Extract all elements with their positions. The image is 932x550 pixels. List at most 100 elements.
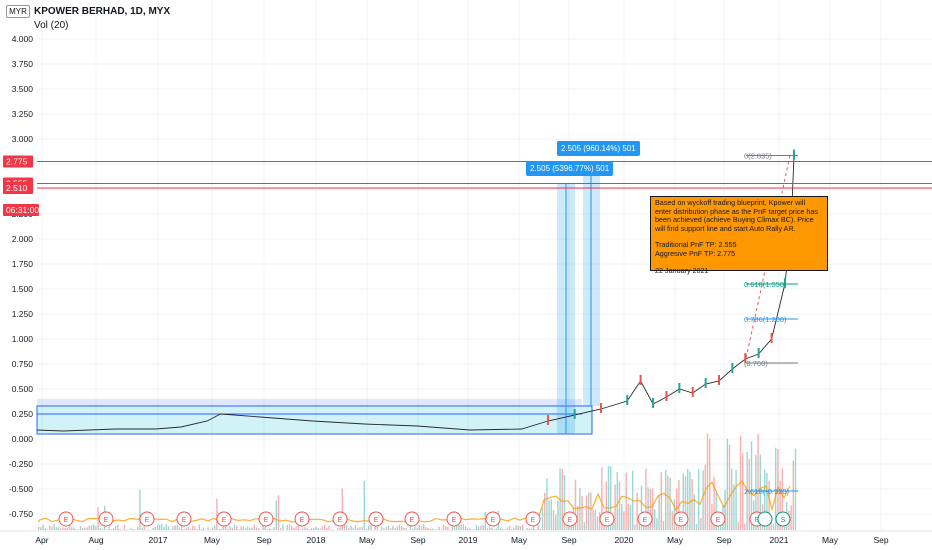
volume-bar — [236, 525, 238, 530]
x-tick-label: May — [359, 535, 376, 545]
volume-bar — [667, 475, 669, 530]
volume-bar — [110, 529, 112, 530]
volume-bar — [766, 472, 768, 530]
volume-bar — [165, 524, 167, 530]
price-badge-label: 2.510 — [6, 183, 28, 193]
earnings-marker-label: E — [338, 517, 343, 524]
volume-bar — [581, 495, 583, 530]
volume-bar — [273, 527, 275, 530]
volume-bar — [163, 527, 165, 530]
volume-bar — [511, 528, 513, 530]
volume-bar — [656, 518, 658, 530]
volume-bar — [420, 526, 423, 530]
volume-bar — [112, 528, 115, 530]
volume-bar — [159, 524, 161, 530]
volume-bar — [249, 527, 251, 530]
volume-bar — [343, 525, 346, 530]
volume-bar — [132, 529, 134, 530]
candle — [783, 278, 786, 288]
volume-bar — [726, 438, 728, 530]
volume-bar — [82, 528, 84, 530]
volume-bar — [266, 529, 269, 530]
volume-bar — [101, 528, 104, 530]
volume-bar — [315, 526, 317, 530]
currency-badge[interactable]: MYR — [6, 5, 30, 18]
price-line — [36, 155, 795, 432]
volume-bar — [143, 526, 145, 530]
dividend-marker — [757, 511, 773, 527]
volume-bar — [137, 527, 139, 530]
volume-bar — [119, 528, 121, 530]
earnings-marker-label: E — [755, 517, 760, 524]
x-tick-label: 2021 — [770, 535, 789, 545]
volume-bar — [649, 488, 651, 530]
x-tick-label: May — [822, 535, 839, 545]
volume-bar — [130, 528, 132, 530]
volume-bar — [220, 528, 222, 530]
x-tick-label: Apr — [35, 535, 48, 545]
fib-level-label: (0.760) — [744, 359, 768, 368]
y-tick-label: 0.250 — [12, 409, 34, 419]
volume-bar — [691, 478, 693, 530]
x-tick-label: May — [204, 535, 221, 545]
candle — [652, 398, 655, 408]
earnings-marker — [637, 511, 653, 527]
earnings-marker — [258, 511, 274, 527]
volume-bar — [306, 527, 308, 530]
earnings-marker-label: E — [531, 517, 536, 524]
volume-bar — [319, 528, 321, 530]
volume-bar — [416, 528, 418, 530]
volume-bar — [541, 507, 544, 530]
volume-bar — [293, 527, 295, 530]
earnings-marker-label: E — [104, 517, 109, 524]
volume-bar — [49, 525, 51, 530]
measure-tag-2: 2.505 (5396.77%) 501 — [526, 161, 614, 176]
earnings-marker-label: E — [568, 517, 573, 524]
analysis-note[interactable]: Based on wyckoff trading blueprint, Kpow… — [650, 196, 828, 274]
volume-bar — [555, 514, 557, 530]
volume-bar — [115, 525, 117, 530]
volume-bar — [44, 528, 46, 530]
volume-indicator-label[interactable]: Vol (20) — [34, 20, 69, 31]
volume-bar — [539, 528, 541, 530]
y-tick-label: 3.750 — [12, 59, 34, 69]
volume-bar — [577, 505, 579, 530]
volume-bar — [313, 528, 315, 530]
volume-bar — [528, 528, 530, 530]
volume-bar — [750, 441, 753, 530]
volume-bar — [302, 528, 304, 530]
volume-bar — [317, 527, 319, 530]
price-badge-label: 06:31:00 — [6, 205, 39, 215]
volume-bar — [618, 481, 621, 530]
price-badge — [3, 204, 39, 216]
volume-bar — [90, 525, 93, 530]
volume-bar — [62, 527, 64, 530]
volume-bar — [304, 526, 306, 530]
y-tick-label: -0.500 — [9, 484, 33, 494]
y-tick-label: 0.000 — [12, 434, 34, 444]
volume-bar — [792, 460, 794, 530]
volume-bar — [742, 453, 744, 530]
volume-bar — [588, 492, 590, 530]
volume-bar — [544, 492, 546, 530]
volume-bar — [623, 511, 625, 530]
volume-bar — [176, 524, 178, 530]
volume-bar — [621, 504, 623, 530]
volume-bar — [537, 525, 539, 530]
fib-level-label: 0(2.835) — [744, 152, 772, 161]
volume-bar — [737, 522, 739, 530]
dividend-marker-label: S — [781, 517, 786, 524]
volume-bar — [627, 503, 629, 530]
volume-bar — [156, 524, 159, 530]
volume-bar — [601, 467, 603, 530]
volume-bar — [715, 492, 717, 530]
price-badge — [3, 182, 33, 194]
volume-bar — [328, 525, 330, 530]
volume-bar — [640, 485, 643, 530]
volume-bar — [733, 484, 735, 530]
earnings-marker-label: E — [300, 517, 305, 524]
candle — [744, 353, 747, 363]
price-badge — [3, 155, 33, 168]
volume-bar — [508, 526, 511, 530]
